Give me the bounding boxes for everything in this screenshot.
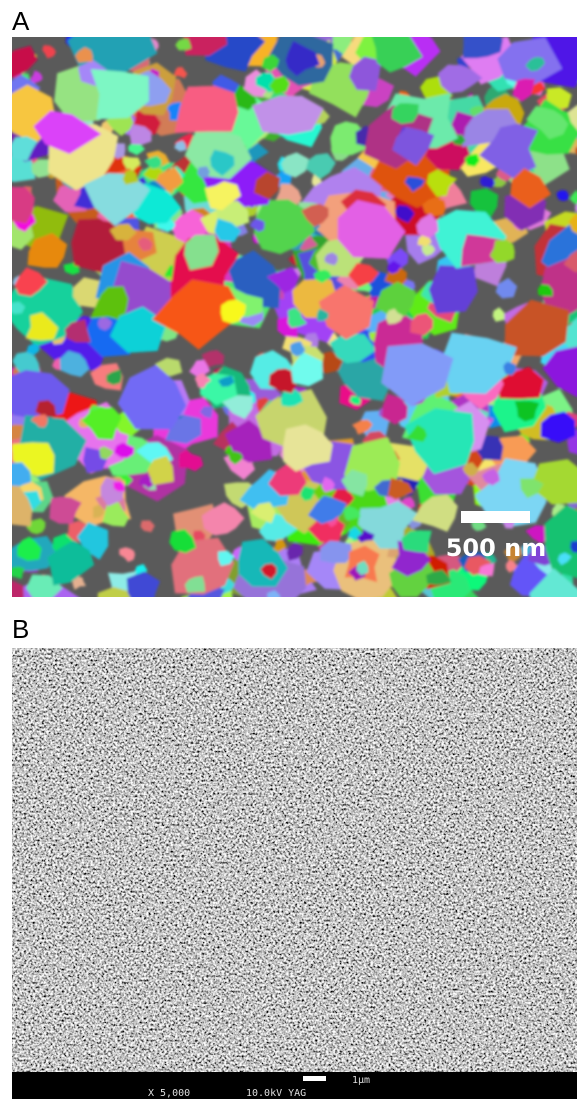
voltage: 10.0kV YAG (246, 1088, 306, 1099)
scale-bar-label: 1μm (352, 1075, 370, 1086)
panel-label: B (12, 614, 29, 644)
scale-bar (461, 511, 530, 523)
sem-micrograph (12, 648, 577, 1072)
grain (345, 598, 365, 612)
panel-label: A (12, 6, 30, 36)
magnification: X 5,000 (148, 1088, 190, 1099)
scale-bar (303, 1076, 326, 1081)
grain (463, 23, 503, 58)
grain (7, 567, 24, 580)
figure: A 500 nm B 1μm X 5,000 10.0kV YAG (0, 0, 577, 1099)
page: {"panels": [ {"label": "A", "scale_bar":… (0, 0, 577, 1099)
grain (345, 598, 365, 612)
scale-bar-label: 500 nm (446, 534, 547, 562)
